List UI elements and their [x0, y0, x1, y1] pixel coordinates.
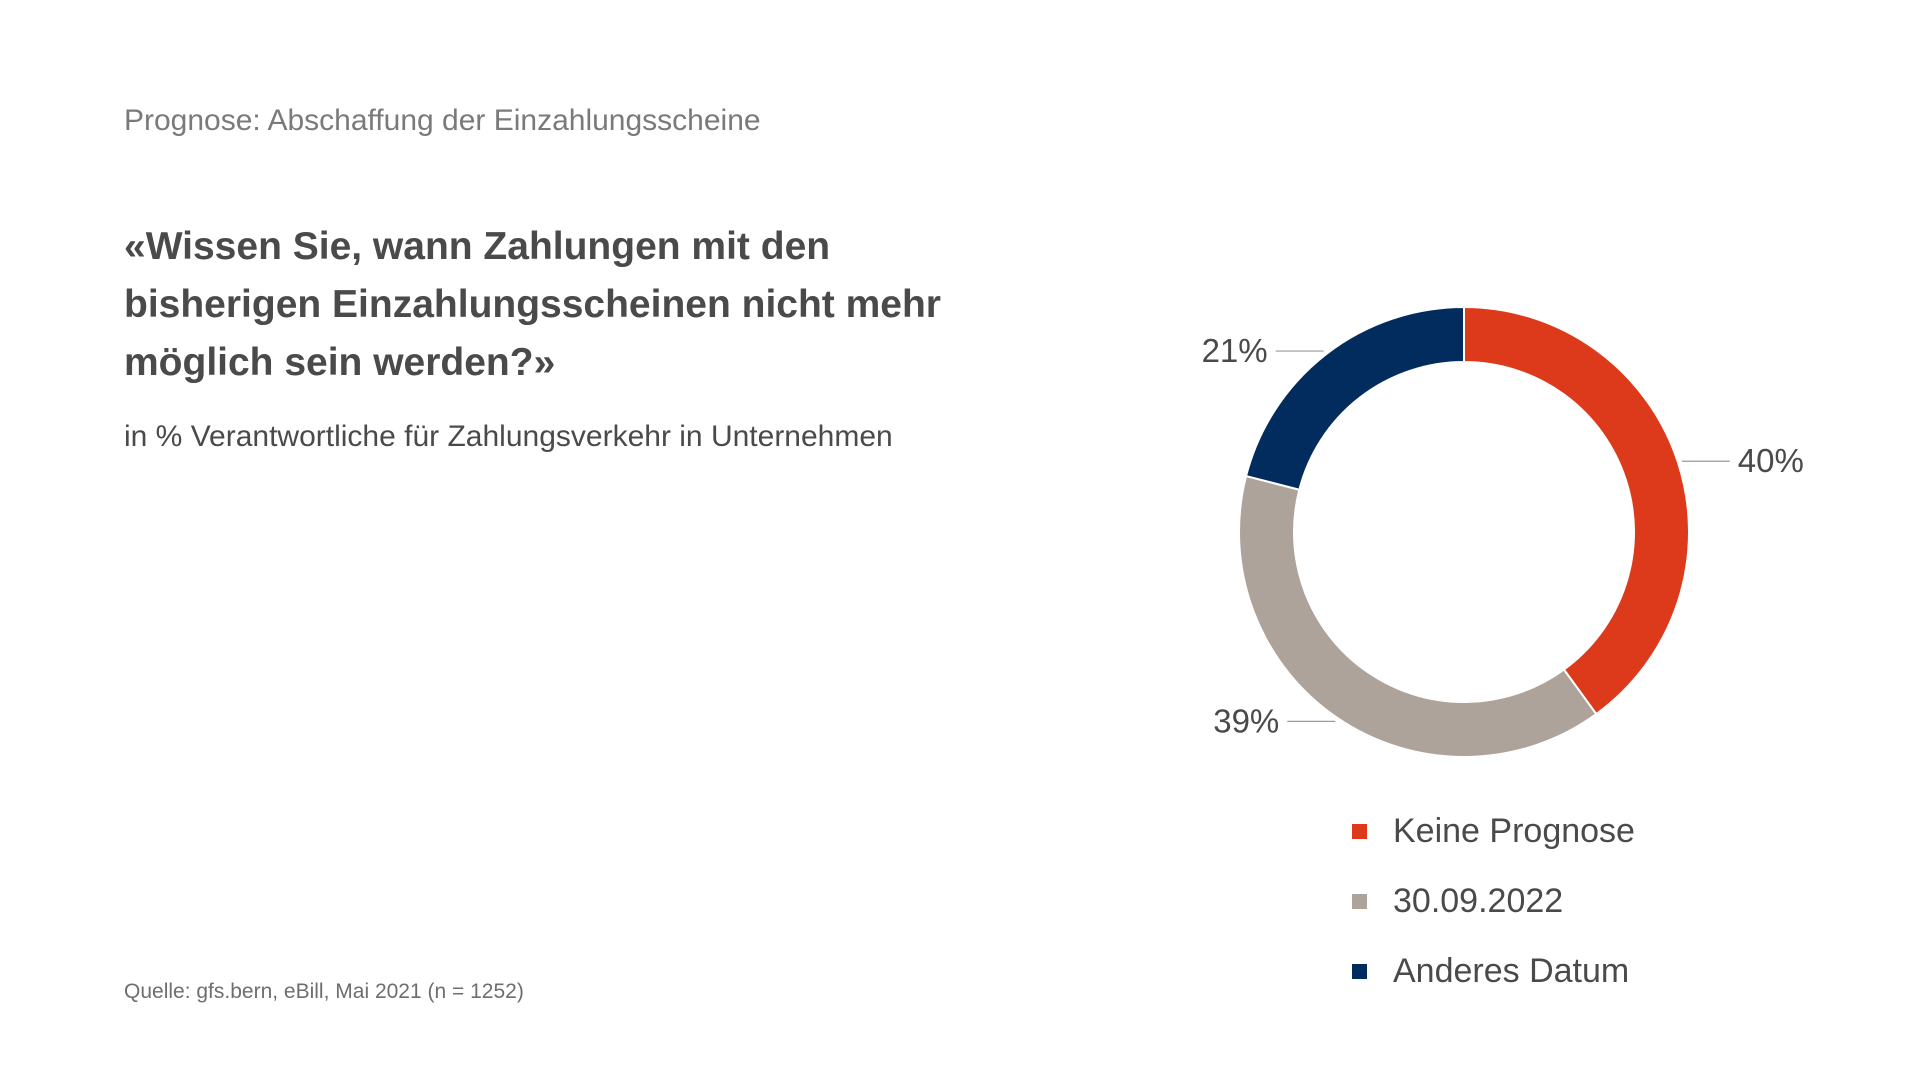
legend-item-0: Keine Prognose: [1352, 796, 1635, 866]
value-label-0: 40%: [1738, 442, 1804, 479]
chart-question: «Wissen Sie, wann Zahlungen mit den bish…: [124, 225, 941, 384]
legend-swatch-0: [1352, 823, 1367, 839]
value-label-1: 39%: [1213, 702, 1279, 739]
legend-swatch-2: [1352, 963, 1367, 979]
chart-kicker: Prognose: Abschaffung der Einzahlungssch…: [124, 104, 761, 137]
value-label-2: 21%: [1202, 332, 1268, 369]
legend-item-1: 30.09.2022: [1352, 866, 1635, 936]
chart-legend: Keine Prognose 30.09.2022 Anderes Datum: [1352, 796, 1635, 1006]
donut-slice-2: [1244, 305, 1465, 491]
legend-item-2: Anderes Datum: [1352, 936, 1635, 1006]
legend-label-0: Keine Prognose: [1393, 811, 1635, 850]
donut-slice-1: [1238, 474, 1598, 758]
source-note: Quelle: gfs.bern, eBill, Mai 2021 (n = 1…: [124, 980, 524, 1003]
legend-label-1: 30.09.2022: [1393, 881, 1564, 920]
legend-swatch-1: [1352, 893, 1367, 909]
donut-slice-0: [1463, 305, 1690, 716]
chart-subtitle: in % Verantwortliche für Zahlungsverkehr…: [124, 420, 893, 453]
legend-label-2: Anderes Datum: [1393, 951, 1630, 990]
